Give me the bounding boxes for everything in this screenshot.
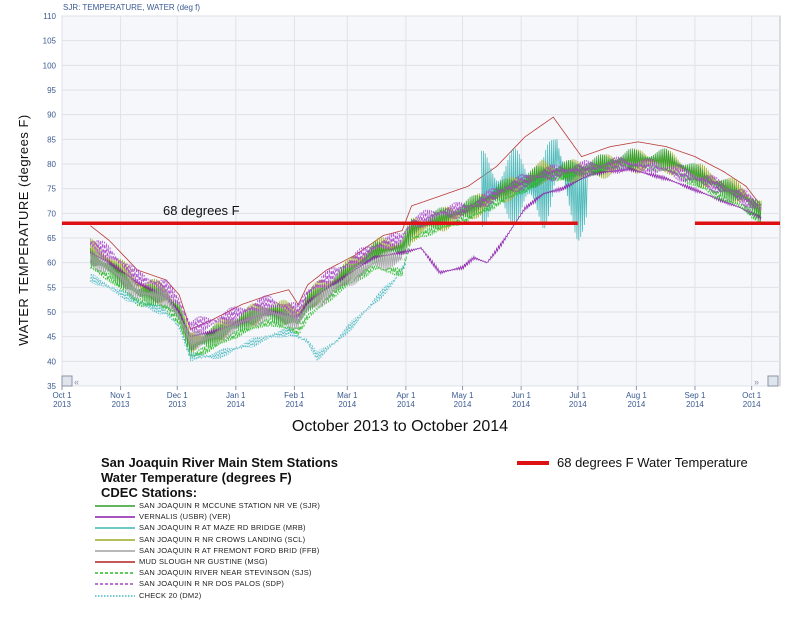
series-line: [89, 160, 762, 360]
legend-item-label: SAN JOAQUIN RIVER NEAR STEVINSON (SJS): [139, 568, 312, 578]
legend-item: SAN JOAQUIN R NR DOS PALOS (SDP): [94, 579, 394, 589]
x-tick-label: Nov 1: [110, 391, 131, 400]
legend-item: SAN JOAQUIN R MCCUNE STATION NR VE (SJR): [94, 501, 394, 511]
y-tick-label: 90: [47, 111, 56, 120]
x-tick-year: 2014: [743, 400, 761, 409]
x-tick-year: 2013: [53, 400, 71, 409]
x-tick-label: Jun 1: [511, 391, 531, 400]
scroll-left-button[interactable]: [61, 375, 73, 387]
y-tick-label: 35: [47, 382, 56, 391]
y-tick-label: 85: [47, 135, 56, 144]
y-tick-label: 100: [43, 61, 57, 70]
reference-swatch: [517, 461, 549, 465]
legend-item: SAN JOAQUIN R NR CROWS LANDING (SCL): [94, 535, 394, 545]
y-axis-label: WATER TEMPERATURE (degrees F): [16, 114, 31, 345]
legend-item: SAN JOAQUIN R AT FREMONT FORD BRID (FFB): [94, 546, 394, 556]
legend-swatch: [95, 527, 135, 530]
legend-swatch: [95, 594, 135, 597]
x-tick-year: 2014: [512, 400, 530, 409]
x-tick-label: Oct 1: [52, 391, 72, 400]
plot-background: [61, 15, 781, 387]
series-line: [89, 261, 407, 362]
series-line: [89, 156, 762, 334]
legend-swatch: [95, 561, 135, 563]
x-tick-year: 2014: [397, 400, 415, 409]
legend-title-line: CDEC Stations:: [101, 485, 198, 500]
x-tick-year: 2013: [112, 400, 130, 409]
y-tick-label: 60: [47, 259, 56, 268]
x-tick-label: Dec 1: [167, 391, 188, 400]
legend-swatch: [95, 516, 135, 518]
legend-item: SAN JOAQUIN R AT MAZE RD BRIDGE (MRB): [94, 523, 394, 533]
y-tick-label: 110: [43, 12, 56, 21]
x-tick-year: 2013: [168, 400, 186, 409]
legend-title: San Joaquin River Main Stem Stations Wat…: [101, 455, 338, 500]
y-tick-label: 75: [47, 185, 56, 194]
x-tick-label: Jul 1: [569, 391, 586, 400]
legend-item: MUD SLOUGH NR GUSTINE (MSG): [94, 557, 394, 567]
y-tick-label: 80: [47, 160, 56, 169]
x-tick-label: Jan 1: [226, 391, 246, 400]
legend-swatch: [95, 505, 135, 507]
series-layer: [89, 116, 762, 362]
y-axis: 35 40 45 50 55 60 65 70 75 80 85 90 95 100 105 110: [43, 12, 57, 391]
scroll-right-icon: »: [754, 377, 759, 387]
x-tick-year: 2014: [227, 400, 245, 409]
legend-swatch: [95, 550, 135, 552]
legend-item: CHECK 20 (DM2): [94, 591, 394, 601]
legend-swatch: [95, 572, 135, 574]
legend-item-label: CHECK 20 (DM2): [139, 590, 202, 600]
x-tick-year: 2014: [286, 400, 304, 409]
legend-item-label: SAN JOAQUIN R NR CROWS LANDING (SCL): [139, 534, 306, 544]
x-tick-year: 2014: [686, 400, 704, 409]
legend-item: SAN JOAQUIN RIVER NEAR STEVINSON (SJS): [94, 568, 394, 578]
x-tick-label: Mar 1: [337, 391, 358, 400]
scroll-left-icon: «: [74, 377, 79, 387]
y-tick-label: 70: [47, 209, 56, 218]
reference-line-label: 68 degrees F: [163, 203, 240, 218]
x-tick-label: Aug 1: [626, 391, 647, 400]
x-axis-label: October 2013 to October 2014: [292, 418, 508, 435]
y-tick-label: 45: [47, 333, 56, 342]
x-tick-label: Oct 1: [742, 391, 762, 400]
scroll-right-button[interactable]: [767, 375, 779, 387]
legend-title-line: Water Temperature (degrees F): [101, 470, 292, 485]
grid: [61, 15, 780, 387]
x-tick-label: Apr 1: [396, 391, 416, 400]
scroll-controls[interactable]: « »: [61, 375, 779, 387]
legend-item-label: SAN JOAQUIN R AT MAZE RD BRIDGE (MRB): [139, 523, 306, 533]
reference-layer: 68 degrees F: [62, 203, 780, 225]
y-tick-label: 55: [47, 283, 56, 292]
y-tick-label: 50: [47, 308, 56, 317]
y-tick-label: 65: [47, 234, 56, 243]
reference-legend-label: 68 degrees F Water Temperature: [557, 455, 748, 470]
legend-title-line: San Joaquin River Main Stem Stations: [101, 455, 338, 470]
y-tick-label: 40: [47, 357, 56, 366]
x-tick-label: Sep 1: [685, 391, 706, 400]
legend-swatch: [95, 583, 135, 586]
legend-item-label: SAN JOAQUIN R NR DOS PALOS (SDP): [139, 579, 285, 589]
chart-header: SJR: TEMPERATURE, WATER (deg f): [63, 3, 200, 12]
legend-item-label: SAN JOAQUIN R AT FREMONT FORD BRID (FFB): [139, 545, 320, 555]
x-tick-year: 2014: [338, 400, 356, 409]
legend-item-label: VERNALIS (USBR) (VER): [139, 512, 231, 522]
legend-swatch: [95, 538, 135, 541]
y-tick-label: 95: [47, 86, 56, 95]
x-tick-year: 2014: [454, 400, 472, 409]
y-tick-label: 105: [43, 37, 57, 46]
x-tick-year: 2014: [628, 400, 646, 409]
legend-item-label: SAN JOAQUIN R MCCUNE STATION NR VE (SJR): [139, 501, 321, 510]
legend-item: VERNALIS (USBR) (VER): [94, 512, 394, 522]
x-tick-year: 2014: [569, 400, 587, 409]
x-tick-label: May 1: [452, 391, 474, 400]
x-tick-label: Feb 1: [284, 391, 305, 400]
series-line: [89, 250, 403, 351]
legend-item-label: MUD SLOUGH NR GUSTINE (MSG): [139, 557, 268, 566]
chart: 68 degrees F 35 40 45 50 55 60 65 70 75 80 85 90 95 1…: [16, 3, 781, 435]
